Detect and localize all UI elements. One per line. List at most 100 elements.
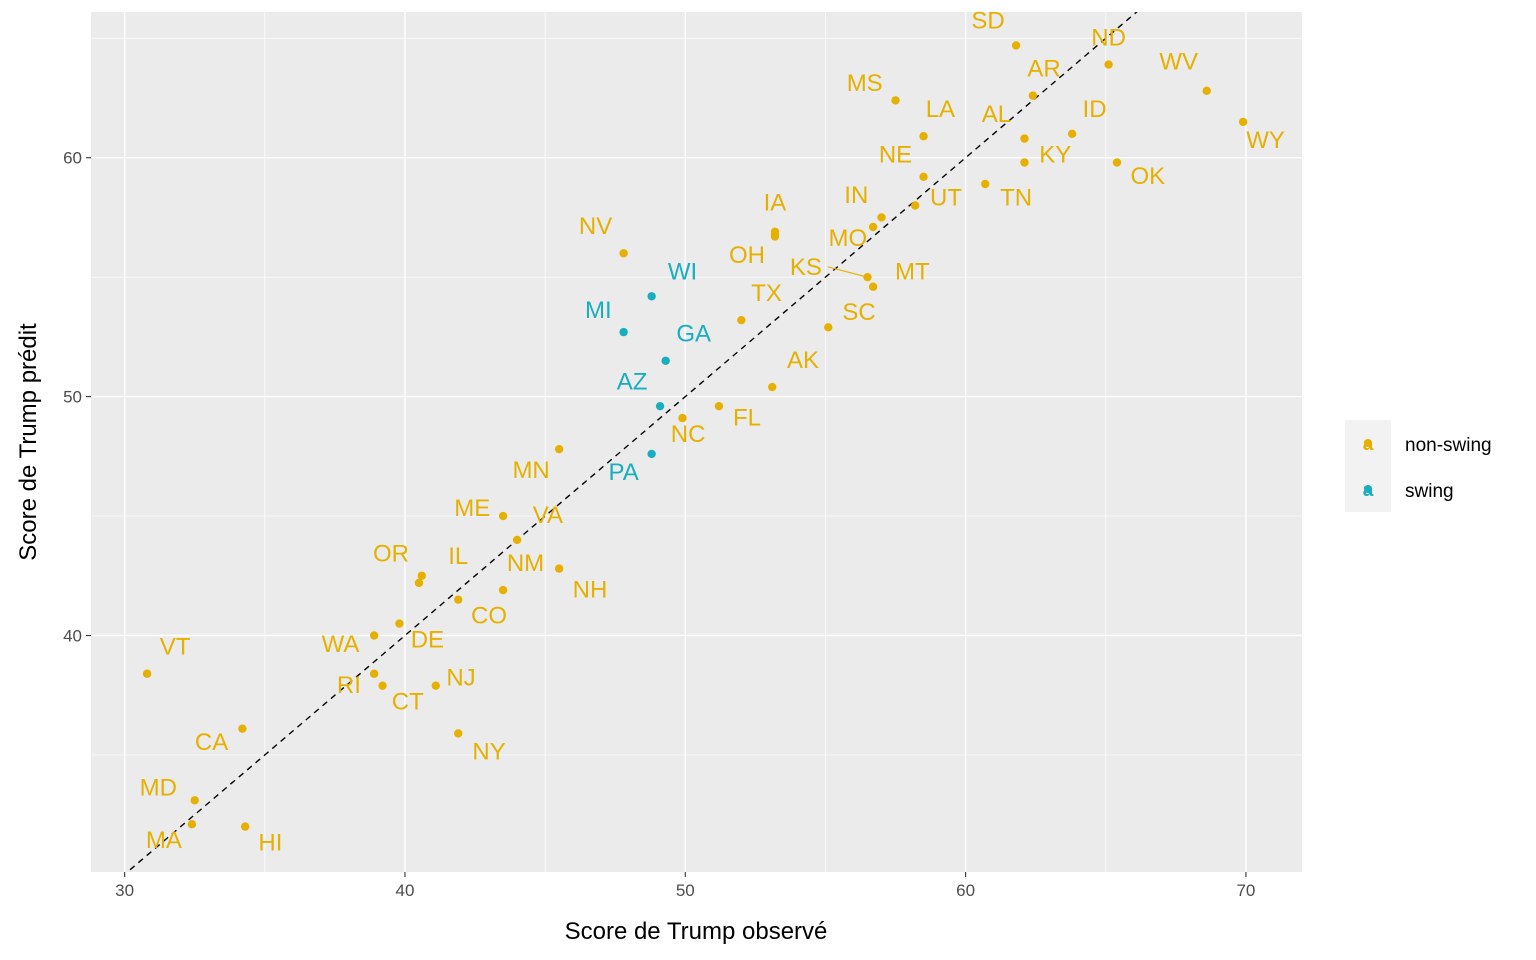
data-point-id [1067, 129, 1077, 139]
x-tick-label: 70 [1236, 881, 1255, 900]
data-point-ok [1112, 158, 1122, 167]
point-label-vt: VT [160, 634, 191, 661]
data-point-il [414, 578, 424, 588]
data-point-ny [454, 729, 463, 738]
y-axis-title: Score de Trump prédit [15, 323, 42, 561]
point-label-ia: IA [764, 189, 787, 216]
point-label-ut: UT [930, 185, 962, 212]
data-point-mn [554, 444, 564, 454]
data-point-mo [868, 222, 878, 232]
label-connector-segments [827, 266, 868, 278]
point-label-nv: NV [579, 213, 612, 240]
point-label-ar: AR [1027, 56, 1060, 83]
point-label-nj: NJ [446, 665, 475, 692]
data-point-co [454, 595, 463, 604]
data-point-az [655, 401, 665, 411]
y-tick-label: 50 [63, 388, 82, 407]
point-label-ms: MS [847, 70, 883, 97]
data-point-de [395, 619, 404, 628]
point-label-de: DE [411, 626, 444, 653]
identity-reference-line [126, 12, 1138, 872]
plot-panel [91, 12, 1302, 872]
data-point-ne [919, 172, 928, 182]
point-label-az: AZ [617, 368, 648, 395]
x-axis-title: Score de Trump observé [565, 918, 828, 945]
point-label-la: LA [926, 96, 955, 123]
data-point-ga [661, 356, 670, 365]
data-point-wi [647, 292, 656, 301]
point-label-in: IN [844, 182, 868, 209]
data-point-fl [714, 401, 724, 411]
data-point-la [919, 132, 928, 141]
legend-key-swing-glyph: a [1363, 480, 1374, 501]
point-label-nm: NM [507, 550, 544, 577]
data-point-mt [868, 282, 878, 291]
data-point-nh [554, 564, 564, 573]
data-point-ks [863, 272, 872, 282]
data-point-nc [678, 413, 687, 423]
legend-label-swing: swing [1405, 481, 1454, 502]
minor-gridlines [91, 12, 1302, 872]
point-label-ct: CT [392, 689, 424, 716]
legend-label-nonswing: non-swing [1405, 435, 1492, 456]
point-label-ma: MA [146, 827, 182, 854]
point-label-co: CO [471, 603, 507, 630]
point-label-or: OR [373, 540, 409, 567]
data-point-va [512, 535, 522, 545]
point-label-ks: KS [790, 254, 822, 281]
point-label-hi: HI [258, 830, 282, 857]
data-point-md [190, 796, 199, 805]
point-label-wy: WY [1246, 127, 1285, 154]
point-label-ca: CA [195, 729, 228, 756]
data-point-nd [1104, 60, 1113, 69]
point-label-il: IL [448, 543, 468, 570]
point-label-sd: SD [971, 8, 1004, 35]
point-labels: SD ND WV AR MS WY ID LA AL KY OK NE TN UT IN MO IA NV OH KS… [140, 8, 1285, 857]
major-gridlines [91, 12, 1302, 872]
point-label-md: MD [140, 775, 177, 802]
x-tick-label: 60 [956, 881, 975, 900]
y-tick-label: 60 [63, 149, 82, 168]
legend-key-nonswing-glyph: a [1363, 434, 1374, 455]
y-tick-label: 40 [63, 627, 82, 646]
data-point-wv [1202, 86, 1211, 96]
data-point-mi [619, 327, 628, 337]
data-point-ca [238, 724, 247, 733]
data-point-pa [647, 449, 656, 459]
point-label-nh: NH [573, 576, 608, 603]
data-point-wy [1238, 117, 1248, 127]
point-label-wa: WA [322, 631, 360, 658]
data-point-nm [498, 585, 508, 595]
x-tick-label: 40 [396, 881, 415, 900]
point-label-ne: NE [879, 142, 912, 169]
data-point-vt [142, 669, 152, 678]
point-label-ak: AK [787, 347, 819, 374]
data-point-tn [981, 179, 990, 189]
data-point-ri [369, 669, 379, 678]
point-label-me: ME [454, 495, 490, 522]
data-points [142, 41, 1248, 831]
legend: a non-swing a swing [1345, 420, 1492, 512]
data-point-ma [187, 820, 197, 829]
data-point-ar [1028, 91, 1038, 100]
data-point-ms [891, 96, 900, 105]
data-point-sd [1011, 41, 1021, 50]
point-label-wi: WI [668, 259, 697, 286]
point-label-mi: MI [585, 297, 612, 324]
point-label-fl: FL [733, 404, 761, 431]
data-point-nv [619, 249, 628, 258]
data-point-hi [240, 822, 250, 831]
data-point-ct [378, 681, 387, 690]
y-axis-ticks: 40 50 60 [63, 149, 91, 646]
data-point-tx [737, 315, 746, 325]
point-label-id: ID [1083, 96, 1107, 123]
data-point-me [498, 511, 508, 521]
point-label-sc: SC [842, 299, 875, 326]
point-label-oh: OH [729, 242, 765, 269]
x-axis-ticks: 30 40 50 60 70 [115, 872, 1255, 900]
data-point-or [417, 571, 426, 580]
point-label-wv: WV [1159, 48, 1198, 75]
legend-key-nonswing-dot [1364, 439, 1372, 447]
point-label-mo: MO [829, 225, 868, 252]
